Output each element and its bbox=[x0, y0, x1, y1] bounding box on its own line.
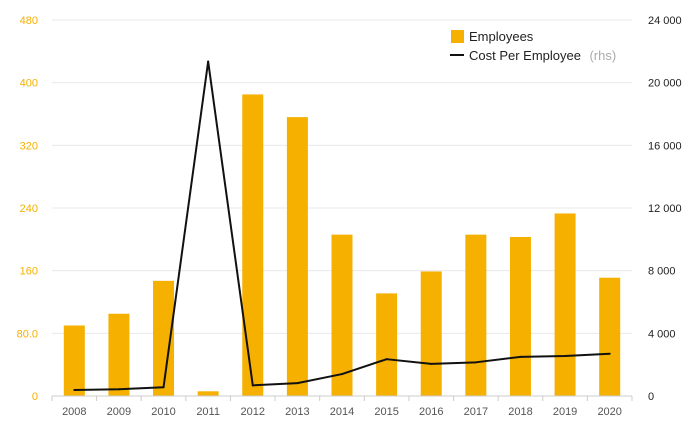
x-axis-tick-label: 2019 bbox=[553, 406, 577, 418]
bar-employees-2017 bbox=[465, 234, 487, 396]
bar-employees-2016 bbox=[420, 271, 442, 396]
grid-layer bbox=[52, 19, 632, 334]
right-axis-tick-label: 12 000 bbox=[648, 203, 682, 215]
bar-layer bbox=[63, 94, 621, 397]
x-axis-tick-label: 2010 bbox=[151, 406, 175, 418]
legend-swatch-employees bbox=[451, 30, 464, 43]
right-axis-tick-label: 20 000 bbox=[648, 78, 682, 90]
right-axis-tick-label: 16 000 bbox=[648, 140, 682, 152]
bar-employees-2015 bbox=[376, 293, 398, 396]
x-axis-tick-label: 2016 bbox=[419, 406, 443, 418]
x-axis-tick-label: 2014 bbox=[330, 406, 354, 418]
point-cost-per-employee-2014 bbox=[341, 373, 343, 376]
bar-employees-2012 bbox=[242, 94, 264, 397]
line-layer bbox=[73, 60, 611, 392]
right-axis-tick-label: 8 000 bbox=[648, 266, 676, 278]
right-axis-tick-label: 4 000 bbox=[648, 328, 676, 340]
bar-employees-2009 bbox=[108, 313, 130, 396]
point-cost-per-employee-2009 bbox=[117, 388, 120, 391]
legend-label-cost-per-employee: Cost Per Employee (rhs) bbox=[469, 47, 616, 64]
bar-employees-2008 bbox=[63, 325, 85, 396]
point-cost-per-employee-2015 bbox=[385, 358, 388, 361]
legend-label-cost-per-employee-suffix: (rhs) bbox=[589, 48, 616, 63]
point-cost-per-employee-2013 bbox=[296, 382, 299, 385]
x-axis-tick-label: 2011 bbox=[196, 406, 220, 418]
x-axis-tick-label: 2020 bbox=[597, 406, 621, 418]
left-axis-tick-label: 160 bbox=[20, 266, 38, 278]
legend: Employees Cost Per Employee (rhs) bbox=[450, 29, 616, 64]
left-axis-tick-label: 400 bbox=[20, 78, 38, 90]
left-axis-tick-label: 0 bbox=[32, 391, 38, 403]
x-axis-tick-label: 2009 bbox=[107, 406, 131, 418]
x-axis-tick-label: 2008 bbox=[62, 406, 86, 418]
right-axis-tick-label: 24 000 bbox=[648, 15, 682, 27]
point-cost-per-employee-2020 bbox=[608, 352, 611, 355]
axis-layer: 0 80.0 160 240 320 400 480 0 4 000 8 000 12 000 16 … bbox=[17, 15, 682, 418]
bar-employees-2011 bbox=[197, 391, 219, 396]
x-axis-tick-label: 2013 bbox=[285, 406, 309, 418]
left-axis-tick-label: 80.0 bbox=[17, 328, 38, 340]
point-cost-per-employee-2016 bbox=[430, 362, 433, 365]
bar-employees-2014 bbox=[331, 234, 353, 396]
point-cost-per-employee-2019 bbox=[564, 355, 567, 358]
left-axis-tick-label: 480 bbox=[20, 15, 38, 27]
point-cost-per-employee-2011 bbox=[207, 60, 210, 63]
legend-label-employees: Employees bbox=[469, 29, 534, 44]
point-cost-per-employee-2008 bbox=[73, 389, 76, 392]
left-axis-tick-label: 320 bbox=[20, 140, 38, 152]
bar-employees-2019 bbox=[554, 213, 576, 396]
legend-label-cost-per-employee-name: Cost Per Employee bbox=[469, 48, 581, 63]
bar-employees-2020 bbox=[599, 277, 621, 396]
bar-employees-2013 bbox=[286, 117, 308, 396]
x-axis-tick-label: 2017 bbox=[464, 406, 488, 418]
point-cost-per-employee-2012 bbox=[251, 384, 254, 387]
left-axis-tick-label: 240 bbox=[20, 203, 38, 215]
right-axis-tick-label: 0 bbox=[648, 391, 654, 403]
x-axis-tick-label: 2015 bbox=[374, 406, 398, 418]
point-cost-per-employee-2010 bbox=[162, 386, 165, 389]
point-cost-per-employee-2017 bbox=[474, 361, 477, 364]
x-axis-tick-label: 2012 bbox=[241, 406, 265, 418]
bar-employees-2018 bbox=[509, 236, 531, 396]
x-axis-tick-label: 2018 bbox=[508, 406, 532, 418]
bar-employees-2010 bbox=[153, 280, 175, 396]
point-cost-per-employee-2018 bbox=[519, 355, 522, 358]
